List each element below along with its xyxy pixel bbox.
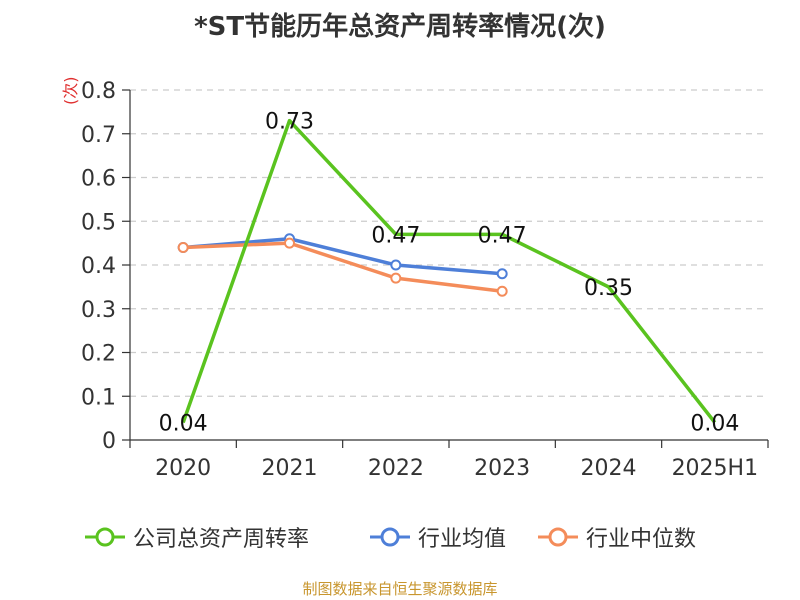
legend-label: 公司总资产周转率 [133, 527, 310, 552]
axes: 0 0.1 0.2 0.3 0.4 0.5 0.6 0.7 0.8 2020 2021 2022 202… [81, 79, 769, 481]
y-tick-label: 0.6 [81, 167, 116, 192]
legend-label: 行业均值 [418, 527, 507, 552]
data-label: 0.47 [371, 223, 420, 248]
series-point[interactable] [390, 259, 402, 271]
data-label: 0.35 [584, 276, 633, 301]
y-tick-label: 0.2 [81, 342, 116, 367]
y-tick-label: 0.1 [81, 385, 116, 410]
legend: 公司总资产周转率 行业均值 行业中位数 [0, 522, 800, 554]
series-line [183, 241, 503, 293]
data-label: 0.04 [159, 412, 208, 437]
data-label: 0.47 [478, 223, 527, 248]
series-point[interactable] [284, 237, 295, 249]
y-tick-label: 0.7 [81, 123, 116, 148]
legend-label: 行业中位数 [586, 527, 697, 552]
x-tick-label: 2022 [368, 456, 424, 481]
series [177, 118, 717, 424]
series-line [181, 118, 717, 424]
series-line [183, 237, 503, 276]
y-tick-label: 0.3 [81, 298, 116, 323]
legend-marker-icon [538, 527, 578, 547]
legend-item-company[interactable]: 公司总资产周转率 [85, 522, 309, 552]
legend-item-industry-mean[interactable]: 行业均值 [370, 522, 506, 552]
y-tick-label: 0.4 [81, 254, 116, 279]
x-tick-label: 2020 [155, 456, 211, 481]
y-tick-label: 0 [102, 429, 116, 454]
data-label: 0.04 [690, 412, 739, 437]
legend-marker-icon [85, 527, 125, 547]
series-point[interactable] [177, 242, 189, 253]
x-tick-label: 2021 [262, 456, 318, 481]
source-note: 制图数据来自恒生聚源数据库 [302, 580, 498, 598]
data-label: 0.73 [265, 110, 314, 135]
x-tick-label: 2025H1 [672, 456, 759, 481]
series-point[interactable] [390, 272, 402, 284]
line-chart: 0 0.1 0.2 0.3 0.4 0.5 0.6 0.7 0.8 2020 2021 2022 202… [81, 79, 769, 481]
series-point[interactable] [496, 285, 508, 297]
x-tick-label: 2024 [581, 456, 637, 481]
y-tick-label: 0.8 [81, 79, 116, 104]
x-tick-label: 2023 [474, 456, 530, 481]
legend-item-industry-median[interactable]: 行业中位数 [538, 522, 696, 552]
data-labels: 0.04 0.73 0.47 0.47 0.35 0.04 [159, 110, 740, 437]
legend-marker-icon [370, 527, 410, 547]
series-point[interactable] [496, 268, 508, 280]
y-tick-label: 0.5 [81, 210, 116, 235]
chart-title: *ST节能历年总资产周转率情况(次) [194, 12, 606, 42]
